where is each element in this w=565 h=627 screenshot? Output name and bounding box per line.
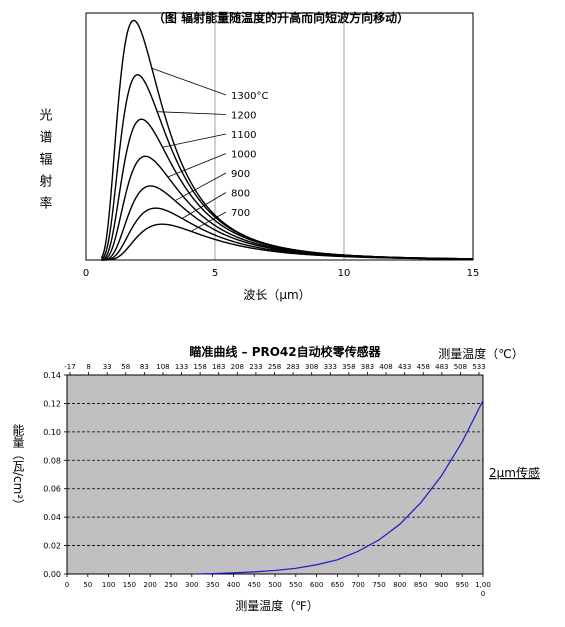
aiming-top-axis-label: 测量温度（℃） xyxy=(438,346,523,361)
aiming-top-tick: 333 xyxy=(324,363,337,371)
aiming-x-tick: 750 xyxy=(372,581,385,589)
aiming-x-tick: 700 xyxy=(352,581,365,589)
spectral-series-label: 1000 xyxy=(231,150,256,161)
aiming-top-tick: 483 xyxy=(435,363,448,371)
aiming-top-tick: 133 xyxy=(175,363,188,371)
aiming-x-tick: 300 xyxy=(185,581,198,589)
aiming-x-tick: 550 xyxy=(289,581,302,589)
aiming-top-tick: -17 xyxy=(64,363,75,371)
aiming-top-tick: 8 xyxy=(86,363,90,371)
spectral-curve-1300 xyxy=(100,19,474,260)
aiming-annotation: 2μm传感 xyxy=(489,465,540,480)
aiming-top-tick: 383 xyxy=(361,363,374,371)
aiming-top-tick: 308 xyxy=(305,363,318,371)
aiming-top-tick: 458 xyxy=(417,363,430,371)
spectral-leader-line xyxy=(151,67,227,96)
spectral-curve-1100 xyxy=(101,118,474,261)
aiming-x-tick: 900 xyxy=(435,581,448,589)
aiming-y-tick: 0.12 xyxy=(43,399,61,408)
aiming-top-tick: 208 xyxy=(231,363,244,371)
spectral-series-label: 800 xyxy=(231,189,250,200)
aiming-chart: 瞄准曲线 – PRO42自动校零传感器 测量温度（℃） 0.00 0.02 0.04… xyxy=(11,344,540,613)
aiming-y-ticks: 0.00 0.02 0.04 0.06 0.08 0.10 0.12 0.14 xyxy=(43,371,67,579)
aiming-x-tick: 950 xyxy=(456,581,469,589)
aiming-x-tick: 650 xyxy=(331,581,344,589)
spectral-curves xyxy=(100,19,474,261)
spectral-plot-frame xyxy=(85,12,474,261)
spectral-chart-title: （图 辐射能量随温度的升高而向短波方向移动） xyxy=(153,10,409,25)
aiming-top-tick: 283 xyxy=(286,363,299,371)
spectral-leader-line xyxy=(167,153,227,178)
spectral-leader-line xyxy=(162,133,227,148)
spectral-series-label: 900 xyxy=(231,169,250,180)
spectral-x-tick: 10 xyxy=(338,268,351,279)
aiming-top-tick: 508 xyxy=(454,363,467,371)
spectral-series-label: 1100 xyxy=(231,130,256,141)
aiming-x-tick-extra: 0 xyxy=(481,590,485,598)
aiming-top-tick: 258 xyxy=(268,363,281,371)
aiming-y-axis-label: 能量（瓦/cm²） xyxy=(11,424,25,512)
aiming-top-tick: 58 xyxy=(121,363,130,371)
aiming-plot-area xyxy=(66,374,484,575)
aiming-top-tick: 358 xyxy=(342,363,355,371)
spectral-x-tick: 0 xyxy=(83,268,89,279)
spectral-leader-line xyxy=(190,211,227,232)
aiming-x-tick: 50 xyxy=(83,581,92,589)
spectral-leader-line xyxy=(174,172,227,202)
aiming-x-tick: 350 xyxy=(206,581,219,589)
aiming-series-line xyxy=(195,400,484,575)
aiming-x-ticks: 0 50 100 150 200 250 300 350 400 450 500 550 600 650 7… xyxy=(65,574,491,589)
aiming-x-tick: 100 xyxy=(102,581,115,589)
aiming-x-tick: 250 xyxy=(164,581,177,589)
aiming-x-tick: 400 xyxy=(227,581,240,589)
aiming-x-tick: 1,00 xyxy=(475,581,491,589)
spectral-series-labels: 700 800 900 1000 1100 1200 1300°C xyxy=(231,91,268,219)
spectral-curve-800 xyxy=(101,207,474,261)
aiming-top-tick: 533 xyxy=(472,363,485,371)
aiming-x-tick: 600 xyxy=(310,581,323,589)
aiming-top-tick: 408 xyxy=(379,363,392,371)
aiming-x-tick: 800 xyxy=(393,581,406,589)
spectral-y-axis-label: 光谱辐射率 xyxy=(37,108,53,218)
spectral-x-axis-label: 波长（μm） xyxy=(243,288,310,302)
aiming-x-tick: 500 xyxy=(268,581,281,589)
aiming-y-tick: 0.06 xyxy=(43,485,61,494)
aiming-x-tick: 200 xyxy=(144,581,157,589)
aiming-top-tick: 108 xyxy=(156,363,169,371)
spectral-series-label: 700 xyxy=(231,208,250,219)
aiming-top-tick: 83 xyxy=(140,363,149,371)
aiming-y-tick: 0.00 xyxy=(43,570,61,579)
aiming-y-tick: 0.02 xyxy=(43,542,61,551)
aiming-top-tick: 233 xyxy=(249,363,262,371)
spectral-curve-700 xyxy=(101,223,474,261)
aiming-curve xyxy=(195,400,484,575)
aiming-y-tick: 0.10 xyxy=(43,428,61,437)
aiming-gridlines xyxy=(67,403,483,546)
spectral-leader-line xyxy=(181,192,227,219)
aiming-y-tick: 0.04 xyxy=(43,513,61,522)
spectral-series-label: 1300°C xyxy=(231,91,268,102)
aiming-x-axis-label: 测量温度（℉） xyxy=(235,598,318,613)
spectral-series-label: 1200 xyxy=(231,111,256,122)
aiming-y-tick: 0.08 xyxy=(43,456,61,465)
aiming-top-ticks: -17 8 33 58 83 108 133 158 183 208 233 258 283 308 333… xyxy=(64,363,486,375)
aiming-x-tick: 450 xyxy=(248,581,261,589)
spectral-curve-1200 xyxy=(101,74,474,260)
aiming-top-tick: 433 xyxy=(398,363,411,371)
aiming-y-tick: 0.14 xyxy=(43,371,61,380)
aiming-top-tick: 183 xyxy=(212,363,225,371)
spectral-leader-line xyxy=(157,111,227,115)
spectral-leader-lines xyxy=(151,67,227,232)
spectral-x-tick: 5 xyxy=(212,268,218,279)
spectral-x-ticks: 0 5 10 15 xyxy=(83,268,480,279)
aiming-chart-title: 瞄准曲线 – PRO42自动校零传感器 xyxy=(189,344,381,359)
spectral-chart: （图 辐射能量随温度的升高而向短波方向移动） 700 800 900 1000 1100… xyxy=(37,10,480,302)
aiming-x-tick: 0 xyxy=(65,581,69,589)
aiming-top-tick: 33 xyxy=(103,363,112,371)
aiming-x-tick: 150 xyxy=(123,581,136,589)
spectral-x-tick: 15 xyxy=(467,268,480,279)
aiming-top-tick: 158 xyxy=(193,363,206,371)
aiming-x-tick: 850 xyxy=(414,581,427,589)
